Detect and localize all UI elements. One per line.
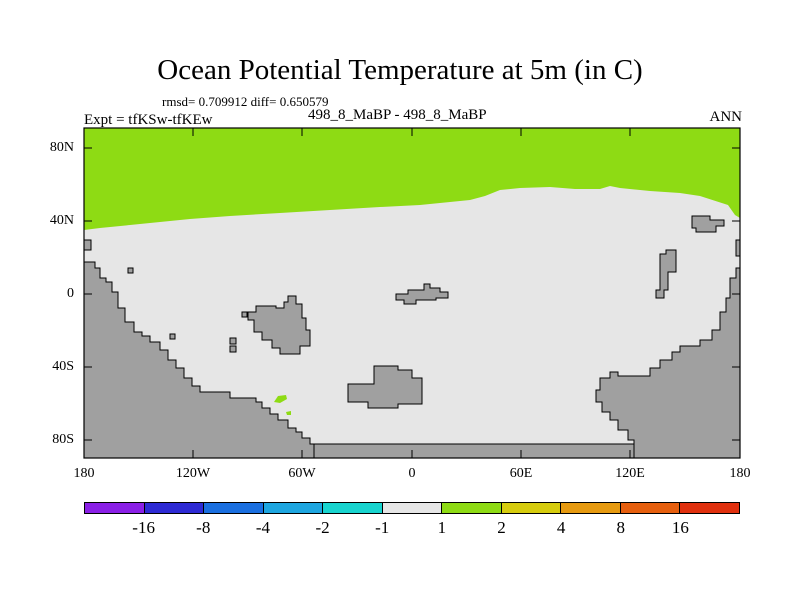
southern-warm-patch-2 (286, 411, 291, 415)
southern-warm-patch (274, 395, 287, 403)
equatorial-island (395, 283, 449, 305)
color-bar (84, 502, 740, 514)
western-landmass (83, 261, 319, 459)
color-bar-label: -4 (255, 518, 270, 537)
islet-dot (229, 345, 237, 353)
lon-label-180e: 180 (729, 466, 751, 481)
lat-label-0: 0 (67, 286, 74, 301)
color-bar-segment (85, 503, 145, 513)
color-bar-label: -1 (375, 518, 390, 537)
color-bar-segment (501, 503, 562, 513)
islet-dot (229, 337, 237, 345)
color-bar-label: -2 (315, 518, 330, 537)
islet-dot (241, 311, 248, 318)
islet-dot (169, 333, 176, 340)
color-bar-label: 4 (556, 518, 566, 537)
color-bar-label: 2 (497, 518, 506, 537)
lon-label-0: 0 (408, 466, 416, 481)
pacific-island-small (655, 249, 677, 299)
color-bar-segment (323, 503, 383, 513)
color-bar-label: 16 (671, 518, 689, 537)
season-label: ANN (709, 109, 743, 125)
color-bar-segment (382, 503, 443, 513)
lat-label-40n: 40N (49, 213, 74, 228)
islet-dot (127, 267, 134, 274)
south-atlantic-island (247, 295, 311, 355)
color-bar-label: -8 (196, 518, 211, 537)
west-coast-islet (83, 239, 92, 251)
color-bar-label: 1 (437, 518, 447, 537)
color-bar-segment (144, 503, 205, 513)
color-bar-segment (442, 503, 502, 513)
lon-label-120w: 120W (175, 466, 211, 481)
axis-ticks (84, 128, 740, 458)
color-bar-label: 8 (616, 518, 625, 537)
northern-warm-band (84, 128, 740, 230)
color-bar-segment (204, 503, 264, 513)
color-bar-label: -16 (132, 518, 155, 537)
plot-title: Ocean Potential Temperature at 5m (in C) (157, 54, 643, 86)
lat-label-40s: 40S (52, 359, 74, 374)
eastern-landmass (595, 267, 741, 459)
experiment-label: Expt = tfKSw-tfKEw (84, 112, 213, 128)
color-bar-segment (561, 503, 621, 513)
color-bar-segment (263, 503, 324, 513)
northeast-pacific-island (691, 215, 725, 233)
rmsd-diff-stats: rmsd= 0.709912 diff= 0.650579 (162, 94, 329, 109)
lon-label-60e: 60E (509, 466, 533, 481)
color-bar-segment (680, 503, 740, 513)
lon-label-60w: 60W (288, 466, 316, 481)
lon-label-120e: 120E (615, 466, 645, 481)
case-label: 498_8_MaBP - 498_8_MaBP (308, 107, 487, 123)
lon-label-180w: 180 (73, 466, 95, 481)
lat-label-80n: 80N (49, 140, 74, 155)
antarctic-strip (313, 443, 635, 459)
lat-label-80s: 80S (52, 432, 74, 447)
south-indian-island (347, 365, 423, 409)
color-bar-segment (620, 503, 681, 513)
